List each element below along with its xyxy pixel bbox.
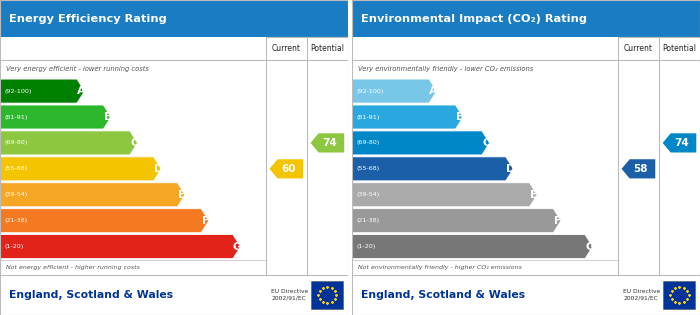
Polygon shape xyxy=(0,183,185,207)
Polygon shape xyxy=(352,79,437,103)
Polygon shape xyxy=(0,79,85,103)
Text: (69-80): (69-80) xyxy=(4,140,28,146)
Text: (39-54): (39-54) xyxy=(356,192,380,197)
Text: 60: 60 xyxy=(281,164,296,174)
Text: Very energy efficient - lower running costs: Very energy efficient - lower running co… xyxy=(6,66,149,72)
Polygon shape xyxy=(622,159,655,178)
Bar xyxy=(352,0,700,37)
Text: Energy Efficiency Rating: Energy Efficiency Rating xyxy=(8,14,167,24)
Text: G: G xyxy=(233,242,242,252)
Text: Environmental Impact (CO₂) Rating: Environmental Impact (CO₂) Rating xyxy=(360,14,587,24)
Polygon shape xyxy=(352,105,463,129)
Text: Not energy efficient - higher running costs: Not energy efficient - higher running co… xyxy=(6,265,140,270)
Polygon shape xyxy=(352,209,561,233)
Polygon shape xyxy=(352,157,513,181)
Text: (21-38): (21-38) xyxy=(4,218,27,223)
Text: F: F xyxy=(554,216,561,226)
Polygon shape xyxy=(0,209,209,233)
Text: B: B xyxy=(104,112,112,122)
Text: Potential: Potential xyxy=(662,44,696,53)
Text: 74: 74 xyxy=(675,138,690,148)
Text: (39-54): (39-54) xyxy=(4,192,28,197)
Text: (92-100): (92-100) xyxy=(356,89,384,94)
Text: D: D xyxy=(153,164,163,174)
Text: A: A xyxy=(429,86,438,96)
Text: G: G xyxy=(585,242,594,252)
Text: D: D xyxy=(505,164,515,174)
Text: (55-68): (55-68) xyxy=(356,166,379,171)
Text: (1-20): (1-20) xyxy=(4,244,24,249)
Text: E: E xyxy=(531,190,538,200)
Text: (1-20): (1-20) xyxy=(356,244,376,249)
Text: 58: 58 xyxy=(634,164,648,174)
Polygon shape xyxy=(311,133,344,152)
Polygon shape xyxy=(0,235,241,259)
Text: (55-68): (55-68) xyxy=(4,166,27,171)
Polygon shape xyxy=(0,131,137,155)
Polygon shape xyxy=(352,131,489,155)
Polygon shape xyxy=(352,183,537,207)
Text: F: F xyxy=(202,216,209,226)
Text: (92-100): (92-100) xyxy=(4,89,32,94)
Polygon shape xyxy=(0,105,111,129)
Text: (81-91): (81-91) xyxy=(4,114,28,119)
Polygon shape xyxy=(0,157,161,181)
Text: EU Directive
2002/91/EC: EU Directive 2002/91/EC xyxy=(623,289,660,301)
Text: Not environmentally friendly - higher CO₂ emissions: Not environmentally friendly - higher CO… xyxy=(358,265,522,270)
Bar xyxy=(312,281,344,309)
Polygon shape xyxy=(270,159,303,178)
Bar xyxy=(664,281,696,309)
Polygon shape xyxy=(352,235,593,259)
Text: 74: 74 xyxy=(323,138,337,148)
Text: (81-91): (81-91) xyxy=(356,114,380,119)
Text: England, Scotland & Wales: England, Scotland & Wales xyxy=(8,290,173,300)
Text: C: C xyxy=(130,138,139,148)
Text: A: A xyxy=(77,86,86,96)
Text: (21-38): (21-38) xyxy=(356,218,379,223)
Text: EU Directive
2002/91/EC: EU Directive 2002/91/EC xyxy=(271,289,308,301)
Text: Current: Current xyxy=(624,44,653,53)
Text: England, Scotland & Wales: England, Scotland & Wales xyxy=(360,290,525,300)
Text: E: E xyxy=(178,190,186,200)
Text: (69-80): (69-80) xyxy=(356,140,380,146)
Text: C: C xyxy=(482,138,491,148)
Text: Current: Current xyxy=(272,44,301,53)
Text: B: B xyxy=(456,112,464,122)
Text: Very environmentally friendly - lower CO₂ emissions: Very environmentally friendly - lower CO… xyxy=(358,66,533,72)
Bar xyxy=(0,0,348,37)
Polygon shape xyxy=(663,133,696,152)
Text: Potential: Potential xyxy=(310,44,344,53)
